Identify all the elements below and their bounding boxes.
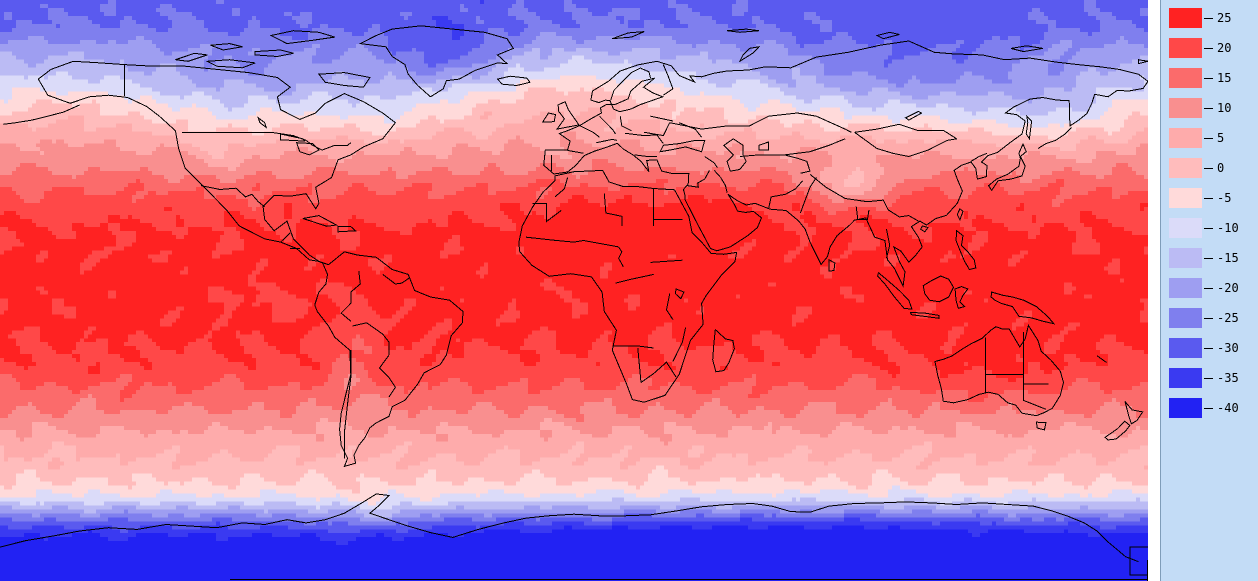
legend-value-label: -10 [1217, 221, 1239, 235]
legend-row: -5 [1161, 183, 1258, 213]
legend-value-label: 25 [1217, 11, 1232, 25]
coastline-borders-overlay [0, 25, 1148, 581]
legend-color-swatch [1169, 278, 1202, 298]
legend-tick-mark [1204, 287, 1213, 289]
legend-value-label: 0 [1217, 161, 1225, 175]
coastline-border-paths [0, 25, 1148, 581]
legend-color-swatch [1169, 218, 1202, 238]
legend-row: -40 [1161, 393, 1258, 423]
legend-tick-mark [1204, 257, 1213, 259]
legend-row: -20 [1161, 273, 1258, 303]
legend-color-swatch [1169, 308, 1202, 328]
legend-value-label: -40 [1217, 401, 1239, 415]
legend-value-label: -35 [1217, 371, 1239, 385]
legend-row: 5 [1161, 123, 1258, 153]
legend-value-label: 20 [1217, 41, 1232, 55]
legend-value-label: -30 [1217, 341, 1239, 355]
legend-color-swatch [1169, 128, 1202, 148]
legend-tick-mark [1204, 377, 1213, 379]
legend-color-swatch [1169, 38, 1202, 58]
legend-tick-mark [1204, 107, 1213, 109]
color-scale-legend: 25 20 15 10 5 0 -5 -10 -15 -20 -25 -30 -35 -40 [1160, 0, 1258, 581]
legend-row: 0 [1161, 153, 1258, 183]
legend-tick-mark [1204, 17, 1213, 19]
legend-color-swatch [1169, 338, 1202, 358]
legend-value-label: 15 [1217, 71, 1232, 85]
legend-row: -30 [1161, 333, 1258, 363]
legend-tick-mark [1204, 197, 1213, 199]
temperature-field-canvas [0, 0, 1148, 581]
legend-row: -10 [1161, 213, 1258, 243]
legend-tick-mark [1204, 317, 1213, 319]
legend-tick-mark [1204, 167, 1213, 169]
legend-value-label: -20 [1217, 281, 1239, 295]
legend-tick-mark [1204, 407, 1213, 409]
legend-value-label: 5 [1217, 131, 1225, 145]
legend-tick-mark [1204, 137, 1213, 139]
legend-row: -15 [1161, 243, 1258, 273]
legend-value-label: -15 [1217, 251, 1239, 265]
legend-color-swatch [1169, 398, 1202, 418]
legend-value-label: 10 [1217, 101, 1232, 115]
legend-row: 20 [1161, 33, 1258, 63]
legend-row: 10 [1161, 93, 1258, 123]
legend-value-label: -5 [1217, 191, 1232, 205]
legend-tick-mark [1204, 227, 1213, 229]
legend-color-swatch [1169, 98, 1202, 118]
legend-color-swatch [1169, 368, 1202, 388]
legend-row: 25 [1161, 3, 1258, 33]
legend-row: 15 [1161, 63, 1258, 93]
legend-color-swatch [1169, 248, 1202, 268]
world-temperature-map [0, 0, 1148, 581]
legend-color-swatch [1169, 188, 1202, 208]
legend-row: -35 [1161, 363, 1258, 393]
legend-value-label: -25 [1217, 311, 1239, 325]
legend-color-swatch [1169, 158, 1202, 178]
legend-tick-mark [1204, 77, 1213, 79]
legend-tick-mark [1204, 47, 1213, 49]
legend-color-swatch [1169, 8, 1202, 28]
legend-color-swatch [1169, 68, 1202, 88]
legend-tick-mark [1204, 347, 1213, 349]
legend-rows: 25 20 15 10 5 0 -5 -10 -15 -20 -25 -30 -35 -40 [1161, 0, 1258, 423]
legend-row: -25 [1161, 303, 1258, 333]
